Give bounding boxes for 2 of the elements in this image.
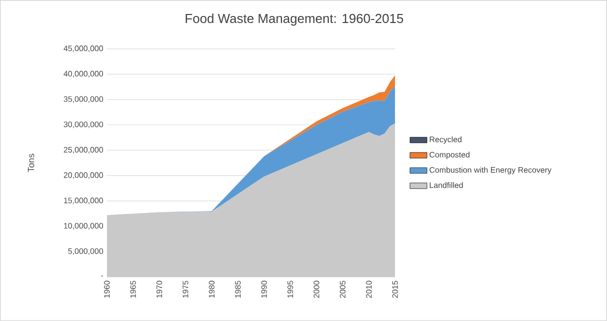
y-axis-title: Tons	[28, 154, 34, 172]
chart-title: Food Waste Management: 1960-2015	[186, 14, 404, 26]
